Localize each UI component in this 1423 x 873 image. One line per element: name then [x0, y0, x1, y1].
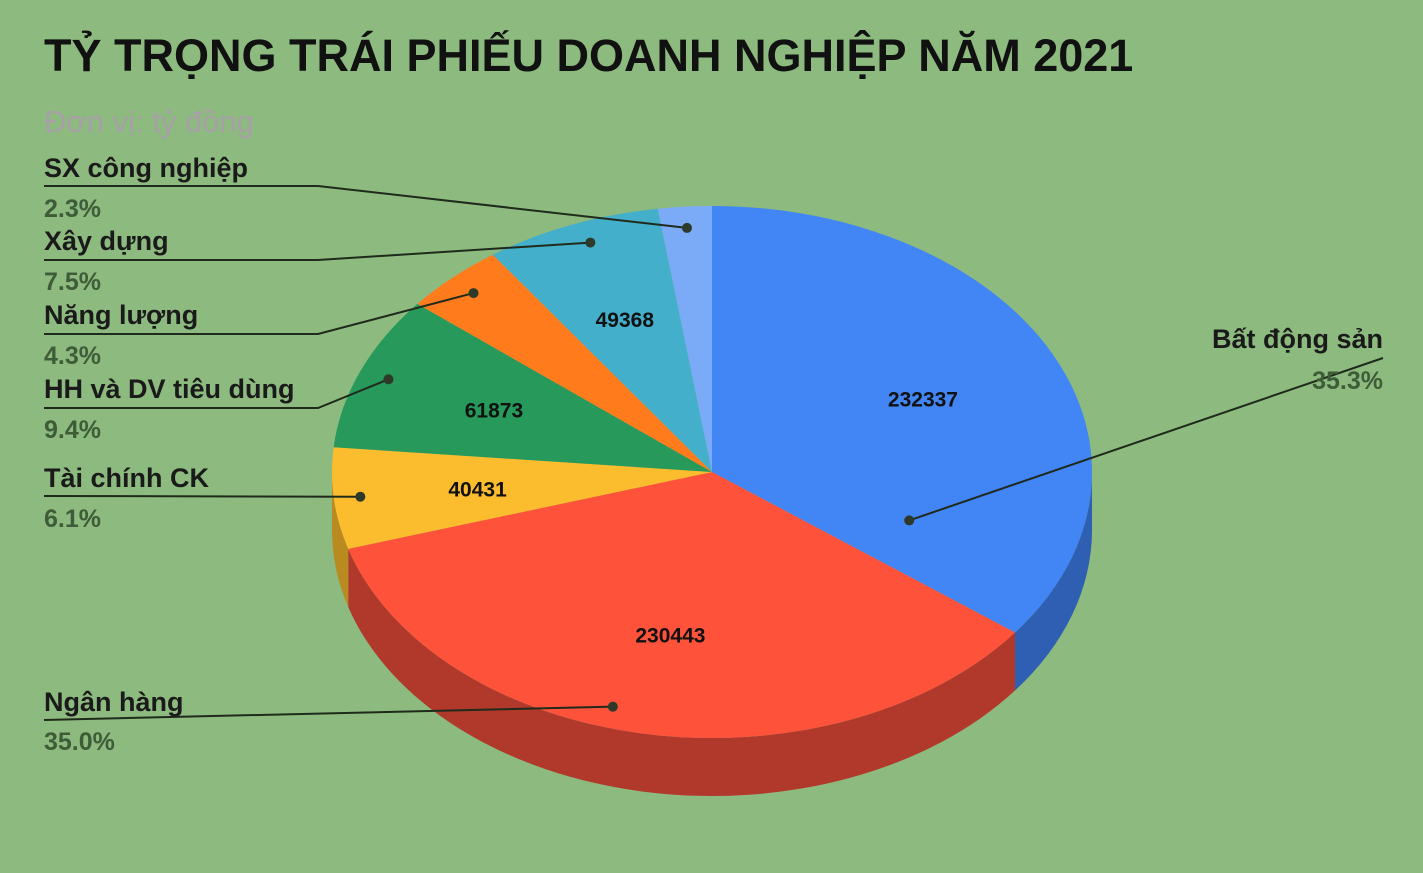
leader-line-sx-cong-nghiep [44, 185, 688, 229]
value-label-bat-dong-san: 232337 [888, 389, 958, 412]
slice-label-xay-dung: Xây dựng [44, 226, 169, 256]
slice-percent-hh-va-dv-tieu-dung: 9.4% [44, 416, 101, 444]
slice-label-bat-dong-san: Bất động sản [1212, 324, 1383, 354]
slice-side-bat-dong-san [1014, 472, 1093, 691]
slice-bat-dong-san [712, 206, 1092, 633]
slice-label-hh-va-dv-tieu-dung: HH và DV tiêu dùng [44, 374, 295, 404]
leader-dot-sx-cong-nghiep [681, 222, 692, 233]
slice-percent-xay-dung: 7.5% [44, 268, 101, 296]
slice-side-tai-chinh-ck [332, 472, 349, 607]
slice-label-ngan-hang: Ngân hàng [44, 687, 184, 717]
value-label-tai-chinh-ck: 40431 [448, 478, 507, 501]
leader-line-tai-chinh-ck [43, 495, 361, 498]
leader-line-hh-va-dv-tieu-dung [44, 378, 389, 409]
slice-label-nang-luong: Năng lượng [44, 300, 198, 330]
leader-dot-hh-va-dv-tieu-dung [383, 374, 394, 385]
leader-line-nang-luong [44, 292, 474, 335]
value-label-hh-va-dv-tieu-dung: 61873 [465, 400, 523, 423]
slice-sx-cong-nghiep [657, 206, 712, 472]
slice-ngan-hang [348, 472, 1015, 738]
leader-dot-bat-dong-san [904, 515, 915, 526]
slice-hh-va-dv-tieu-dung [333, 303, 712, 472]
leader-dot-xay-dung [585, 237, 596, 248]
chart-subtitle: Đơn vị: tỷ đồng [44, 104, 254, 139]
chart-title: TỶ TRỌNG TRÁI PHIẾU DOANH NGHIỆP NĂM 202… [44, 30, 1134, 81]
slice-nang-luong [417, 254, 712, 472]
slice-percent-sx-cong-nghiep: 2.3% [44, 195, 101, 223]
slice-side-ngan-hang [348, 548, 1015, 796]
leader-line-bat-dong-san [908, 357, 1384, 522]
leader-dot-tai-chinh-ck [355, 491, 366, 502]
slice-label-tai-chinh-ck: Tài chính CK [44, 463, 210, 493]
leader-dot-nang-luong [468, 288, 479, 299]
slice-xay-dung [492, 208, 712, 472]
slice-percent-tai-chinh-ck: 6.1% [44, 505, 101, 533]
leader-line-xay-dung [44, 241, 591, 261]
slice-tai-chinh-ck [332, 447, 712, 549]
slice-percent-bat-dong-san: 35.3% [1312, 367, 1383, 395]
slice-percent-ngan-hang: 35.0% [44, 728, 115, 756]
slice-label-sx-cong-nghiep: SX công nghiệp [44, 153, 248, 183]
slice-percent-nang-luong: 4.3% [44, 342, 101, 370]
value-label-xay-dung: 49368 [596, 309, 655, 332]
value-label-ngan-hang: 230443 [635, 624, 705, 647]
leader-dot-ngan-hang [607, 701, 618, 712]
leader-line-ngan-hang [43, 705, 613, 721]
